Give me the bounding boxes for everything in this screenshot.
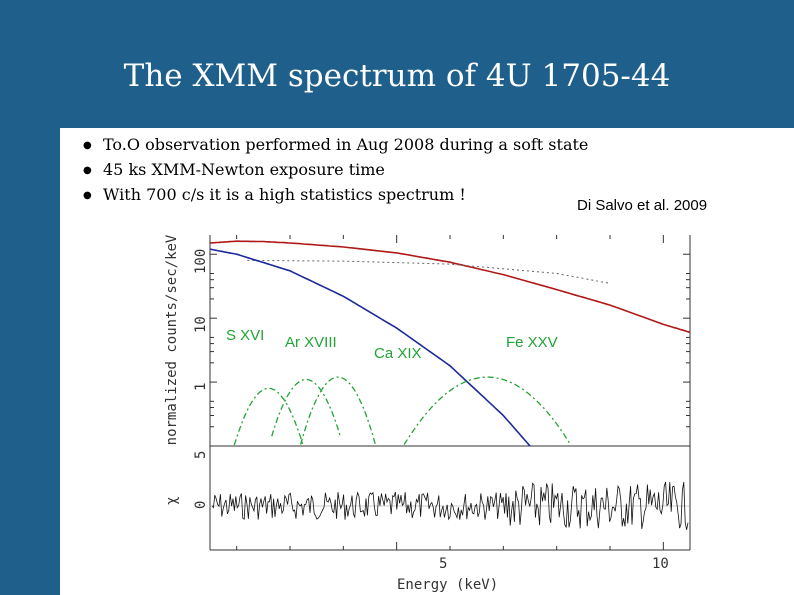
left-accent-strip bbox=[0, 0, 60, 595]
bullet-item: ● 45 ks XMM-Newton exposure time bbox=[83, 158, 588, 183]
bullet-item: ● To.O observation performed in Aug 2008 … bbox=[83, 133, 588, 158]
residual-tick-label: 0 bbox=[193, 500, 209, 509]
line-label-s-xvi: S XVI bbox=[226, 327, 265, 344]
citation: Di Salvo et al. 2009 bbox=[577, 197, 708, 214]
emission-line-curve bbox=[403, 376, 572, 445]
bullet-item: ● With 700 c/s it is a high statistics sp… bbox=[83, 183, 588, 208]
header-band bbox=[60, 0, 794, 128]
emission-line-curve bbox=[271, 378, 341, 437]
line-label-ar-xviii: Ar XVIII bbox=[285, 334, 337, 351]
y-tick-label: 10 bbox=[193, 316, 209, 333]
residual-tick-label: 5 bbox=[193, 450, 209, 459]
residuals-trace bbox=[211, 481, 689, 530]
total-model-curve bbox=[209, 240, 691, 334]
line-label-fe-xxv: Fe XXV bbox=[506, 334, 558, 351]
bullet-text: With 700 c/s it is a high statistics spe… bbox=[103, 185, 466, 204]
content-area bbox=[60, 128, 794, 595]
continuum-curve bbox=[209, 248, 531, 447]
bullet-text: 45 ks XMM-Newton exposure time bbox=[103, 160, 385, 179]
slide-title: The XMM spectrum of 4U 1705-44 bbox=[123, 58, 671, 94]
y-axis-label: normalized counts/sec/keV bbox=[164, 234, 180, 446]
emission-line-curve bbox=[299, 376, 377, 445]
bullet-dot-icon: ● bbox=[83, 165, 92, 176]
x-tick-label: 5 bbox=[439, 556, 448, 572]
bullet-list: ● To.O observation performed in Aug 2008 … bbox=[83, 133, 588, 208]
y-tick-label: 100 bbox=[193, 248, 209, 274]
y-tick-label: 1 bbox=[193, 382, 209, 391]
bullet-text: To.O observation performed in Aug 2008 d… bbox=[103, 135, 589, 154]
x-tick-label: 10 bbox=[652, 556, 669, 572]
x-axis-label: Energy (keV) bbox=[397, 577, 499, 593]
spectrum-figure bbox=[209, 235, 691, 551]
emission-line-curve bbox=[233, 387, 304, 446]
line-label-ca-xix: Ca XIX bbox=[374, 345, 422, 362]
bullet-dot-icon: ● bbox=[83, 140, 92, 151]
bullet-dot-icon: ● bbox=[83, 190, 92, 201]
reflection-component-curve bbox=[247, 259, 611, 284]
residual-axis-label: χ bbox=[164, 496, 180, 505]
